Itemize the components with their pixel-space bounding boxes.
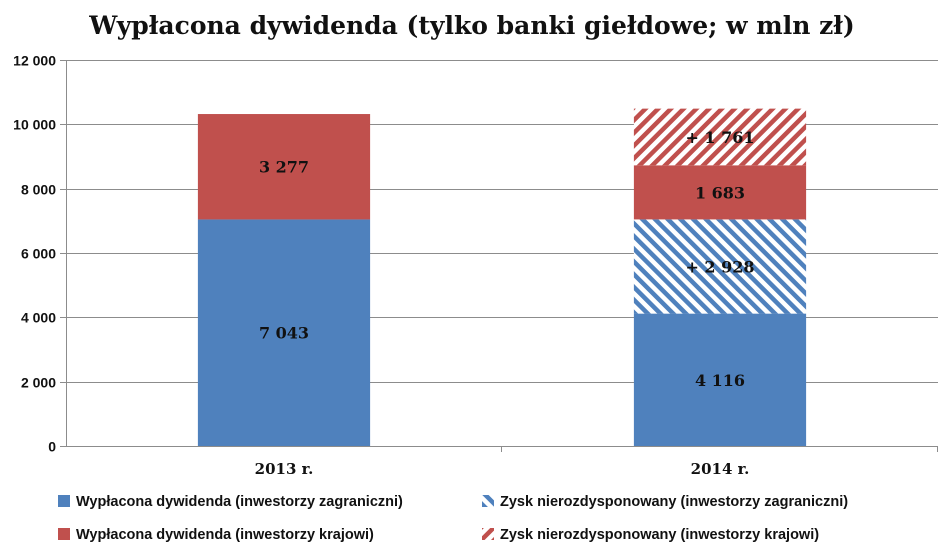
data-label: + 2 928 xyxy=(685,258,754,277)
axes: 0 2 000 4 000 6 000 8 000 10 000 12 000 2013 r.… xyxy=(13,53,938,478)
data-label: 1 683 xyxy=(695,183,745,202)
bar-segment xyxy=(633,313,807,446)
legend-swatch xyxy=(58,495,70,507)
data-labels: 7 043 3 277 4 116 + 2 928 1 683 + 1 761 xyxy=(259,128,755,390)
bar-segment xyxy=(633,165,807,220)
legend-swatch xyxy=(58,528,70,540)
data-label: + 1 761 xyxy=(685,128,754,147)
legend-swatch xyxy=(482,528,494,540)
y-tick-label: 0 xyxy=(48,439,56,455)
bar-segment xyxy=(633,108,807,166)
legend-label: Wypłacona dywidenda (inwestorzy zagranic… xyxy=(76,494,403,510)
y-tick-label: 6 000 xyxy=(21,246,56,262)
bars xyxy=(197,108,807,446)
data-label: 7 043 xyxy=(259,324,309,343)
y-tick-label: 8 000 xyxy=(21,182,56,198)
data-label: 3 277 xyxy=(259,158,309,177)
y-tick-label: 10 000 xyxy=(13,117,56,133)
x-tick-label: 2014 r. xyxy=(691,460,750,478)
bar-segment xyxy=(197,114,371,220)
y-tick-label: 12 000 xyxy=(13,53,56,69)
legend-label: Zysk nierozdysponowany (inwestorzy zagra… xyxy=(500,494,848,510)
chart-title: Wypłacona dywidenda (tylko banki giełdow… xyxy=(88,11,855,40)
legend: Wypłacona dywidenda (inwestorzy zagranic… xyxy=(58,494,848,543)
legend-swatch xyxy=(482,495,494,507)
bar-segment xyxy=(197,219,371,446)
grid xyxy=(66,60,938,383)
y-tick-label: 4 000 xyxy=(21,310,56,326)
legend-label: Wypłacona dywidenda (inwestorzy krajowi) xyxy=(76,527,374,543)
data-label: 4 116 xyxy=(695,371,745,390)
bar-segment xyxy=(633,219,807,314)
y-tick-label: 2 000 xyxy=(21,375,56,391)
legend-label: Zysk nierozdysponowany (inwestorzy krajo… xyxy=(500,527,819,543)
x-tick-label: 2013 r. xyxy=(255,460,314,478)
